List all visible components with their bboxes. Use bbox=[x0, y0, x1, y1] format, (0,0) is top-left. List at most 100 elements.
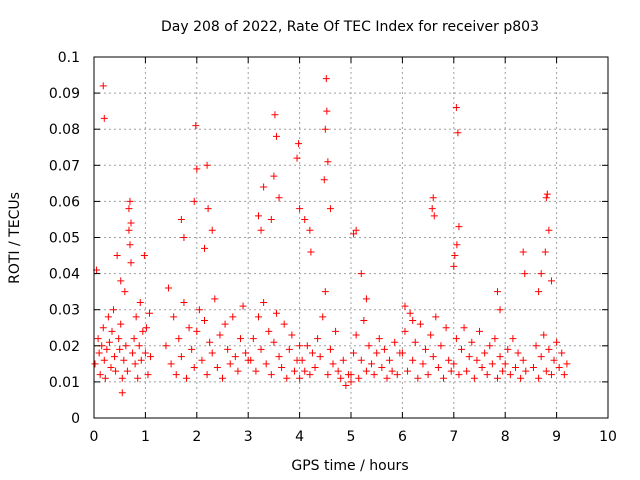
data-point bbox=[239, 302, 247, 310]
data-point bbox=[270, 338, 278, 346]
data-point bbox=[100, 114, 108, 122]
data-point bbox=[311, 363, 319, 371]
data-point bbox=[278, 363, 286, 371]
data-point bbox=[455, 371, 463, 379]
data-point bbox=[553, 338, 561, 346]
data-point bbox=[326, 205, 334, 213]
data-point bbox=[126, 241, 134, 249]
data-point bbox=[434, 363, 442, 371]
data-point bbox=[236, 335, 244, 343]
data-point bbox=[319, 313, 327, 321]
data-point bbox=[296, 205, 304, 213]
data-point bbox=[125, 205, 133, 213]
data-point bbox=[411, 338, 419, 346]
data-point bbox=[352, 226, 360, 234]
data-point bbox=[347, 371, 355, 379]
data-point bbox=[123, 367, 131, 375]
data-point bbox=[180, 234, 188, 241]
data-point bbox=[226, 360, 234, 368]
data-point bbox=[393, 371, 401, 379]
chart-title: Day 208 of 2022, Rate Of TEC Index for r… bbox=[161, 19, 539, 35]
data-point bbox=[113, 252, 121, 260]
data-point bbox=[112, 367, 120, 375]
x-tick-label: 6 bbox=[398, 429, 407, 445]
data-point bbox=[167, 360, 175, 368]
data-points bbox=[91, 75, 571, 397]
data-point bbox=[301, 367, 309, 375]
data-point bbox=[458, 345, 466, 353]
data-point bbox=[326, 345, 334, 353]
data-point bbox=[323, 107, 331, 115]
data-point bbox=[455, 223, 463, 231]
data-point bbox=[493, 288, 501, 296]
data-point bbox=[560, 371, 568, 379]
data-point bbox=[424, 371, 432, 379]
data-point bbox=[135, 342, 143, 350]
data-point bbox=[529, 363, 537, 371]
data-point bbox=[321, 125, 329, 133]
data-point bbox=[409, 356, 417, 364]
data-point bbox=[483, 371, 491, 379]
data-point bbox=[301, 215, 309, 223]
data-point bbox=[496, 353, 504, 361]
data-point bbox=[314, 335, 322, 343]
data-point bbox=[406, 309, 414, 317]
data-point bbox=[110, 306, 118, 314]
data-point bbox=[141, 349, 149, 357]
data-point bbox=[107, 363, 115, 371]
data-point bbox=[329, 360, 337, 368]
data-point bbox=[247, 356, 255, 364]
data-point bbox=[142, 324, 150, 332]
data-point bbox=[334, 367, 342, 375]
data-point bbox=[450, 262, 458, 270]
data-point bbox=[303, 342, 311, 350]
data-point bbox=[127, 259, 135, 267]
data-point bbox=[545, 345, 553, 353]
y-tick-label: 0.02 bbox=[49, 339, 80, 355]
data-point bbox=[535, 374, 543, 382]
data-point bbox=[375, 335, 383, 343]
data-point bbox=[139, 327, 147, 335]
y-tick-label: 0.05 bbox=[49, 231, 80, 247]
data-point bbox=[360, 317, 368, 325]
data-point bbox=[208, 349, 216, 357]
data-point bbox=[563, 360, 571, 368]
data-point bbox=[131, 360, 139, 368]
data-point bbox=[105, 338, 113, 346]
data-point bbox=[519, 248, 527, 256]
data-point bbox=[429, 194, 437, 202]
data-point bbox=[193, 165, 201, 173]
data-point bbox=[260, 183, 268, 191]
data-point bbox=[242, 349, 250, 357]
data-point bbox=[428, 205, 436, 213]
x-tick-label: 2 bbox=[192, 429, 201, 445]
data-point bbox=[101, 374, 109, 382]
data-point bbox=[296, 374, 304, 382]
data-point bbox=[437, 342, 445, 350]
data-point bbox=[558, 349, 566, 357]
data-point bbox=[296, 342, 304, 350]
data-point bbox=[486, 342, 494, 350]
data-point bbox=[542, 367, 550, 375]
data-point bbox=[383, 374, 391, 382]
data-point bbox=[272, 309, 280, 317]
data-point bbox=[542, 194, 550, 202]
data-point bbox=[100, 356, 108, 364]
data-point bbox=[219, 374, 226, 382]
data-point bbox=[111, 353, 119, 361]
data-point bbox=[147, 353, 155, 361]
data-point bbox=[122, 342, 130, 350]
data-point bbox=[115, 335, 123, 343]
data-point bbox=[519, 356, 527, 364]
x-axis-label: GPS time / hours bbox=[291, 458, 408, 474]
data-point bbox=[260, 298, 268, 306]
data-point bbox=[308, 349, 316, 357]
data-point bbox=[478, 363, 486, 371]
data-point bbox=[177, 215, 185, 223]
data-point bbox=[144, 371, 152, 379]
data-point bbox=[391, 338, 399, 346]
data-point bbox=[453, 241, 461, 249]
data-point bbox=[180, 298, 188, 306]
data-point bbox=[272, 132, 280, 140]
grid bbox=[94, 57, 608, 418]
